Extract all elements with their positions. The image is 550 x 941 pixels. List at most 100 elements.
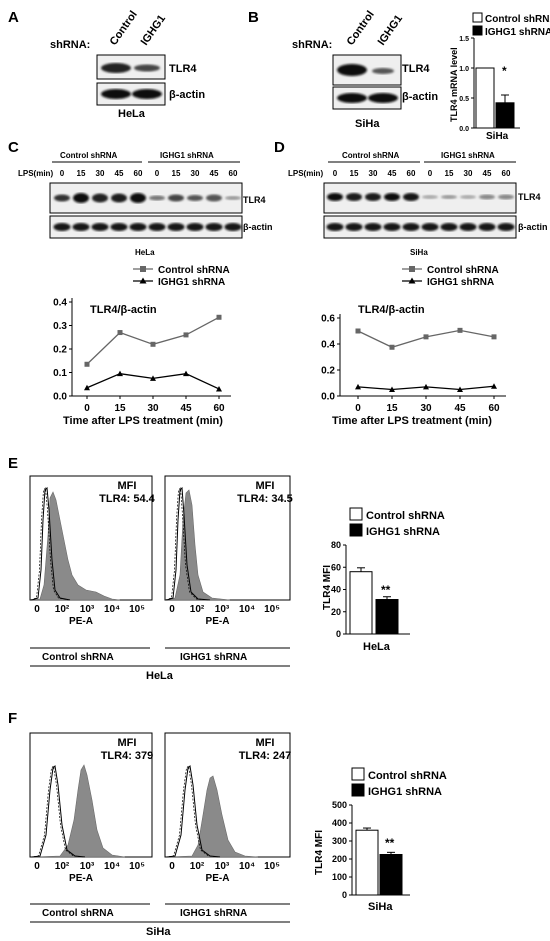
band-tlr4-d-9 [498, 194, 514, 200]
line-chart-d: Control shRNA IGHG1 shRNA TLR4/β-actin 0… [321, 265, 506, 427]
point-c-1-0 [84, 384, 90, 391]
legend-swatch-ighg1-e [349, 523, 363, 537]
band-tlr4-c-4 [130, 193, 146, 203]
lane-label-ighg1-a: IGHG1 [139, 13, 168, 48]
point-c-1-2 [150, 375, 156, 381]
significance-f: ** [385, 836, 395, 850]
ytick-label-b-0: 0.0 [459, 126, 469, 133]
ytick-label-f-2: 200 [332, 854, 347, 864]
ytick-label-f-0: 0 [342, 890, 347, 900]
mfi-label-e0: MFI [118, 480, 137, 492]
legend-swatch-ighg1-f [351, 783, 365, 797]
axis-xlabel-c: Time after LPS treatment (min) [63, 415, 223, 427]
lps-label-d: LPS(min) [288, 169, 323, 178]
band-label-actin-a: β-actin [169, 89, 205, 101]
lane-label-ighg1-b: IGHG1 [376, 13, 405, 48]
flow-xtick-e1-1: 10² [190, 604, 205, 615]
series-line-c-0 [86, 316, 220, 365]
band-tlr4-d-5 [422, 195, 438, 199]
flow-xtick-f1-4: 10⁵ [264, 861, 280, 872]
point-d-0-1 [389, 344, 395, 350]
blot-frame-actin-d [323, 215, 517, 239]
legend-label-ighg1-d: IGHG1 shRNA [427, 277, 494, 288]
flow-xtick-f1-1: 10² [190, 861, 205, 872]
bars-f [355, 827, 403, 896]
band-actin-d-2 [364, 223, 382, 231]
bar-e-0 [349, 571, 373, 635]
panel-letter-f: F [8, 710, 17, 727]
timepoint-c-3: 45 [115, 169, 124, 178]
group-label-ighg1-d: IGHG1 shRNA [441, 151, 495, 160]
flow-xtick-f0-2: 10³ [80, 861, 95, 872]
flow-xlabel-e0: PE-A [69, 616, 93, 627]
legend-b: Control shRNA IGHG1 shRNA [472, 12, 550, 38]
bar-chart-f: Control shRNA IGHG1 shRNA TLR4 MFI 0 100 2… [314, 767, 447, 913]
point-c-1-3 [183, 370, 189, 377]
blot-band-tlr4-control-a [101, 63, 131, 73]
timepoint-c-7: 30 [191, 169, 200, 178]
band-actin-c-5 [148, 223, 166, 231]
band-label-tlr4-d: TLR4 [518, 192, 541, 202]
yticks-f: 0 100 200 300 400 500 [332, 800, 352, 900]
flow-xtick-e1-2: 10³ [215, 604, 230, 615]
axis-xlabel-b: SiHa [486, 131, 509, 142]
legend-label-ighg1-e: IGHG1 shRNA [366, 526, 440, 538]
ytick-label-e-0: 0 [336, 629, 341, 639]
timepoint-d-7: 30 [464, 169, 473, 178]
cell-line-a: HeLa [118, 108, 146, 120]
timepoint-labels-c: 0 15 30 45 60 0 15 30 45 60 [60, 169, 238, 178]
blot-band-actin-ighg1-a [132, 89, 162, 99]
panel-a: A shRNA: Control IGHG1 TLR4 β-actin HeLa [8, 9, 205, 120]
ytick-label-d-1: 0.2 [321, 366, 335, 377]
timepoint-d-8: 45 [483, 169, 492, 178]
legend-marker-control-d [409, 266, 415, 272]
flow-xtick-e1-3: 10⁴ [239, 604, 255, 615]
point-c-0-4 [216, 314, 222, 320]
flow-isotype-dash-e1 [165, 487, 209, 601]
band-tlr4-d-8 [479, 194, 495, 200]
legend-label-control-f: Control shRNA [368, 770, 447, 782]
ytick-label-d-3: 0.6 [321, 314, 335, 325]
band-tlr4-d-2 [365, 193, 381, 201]
band-actin-c-6 [167, 223, 185, 231]
point-d-1-3 [457, 386, 463, 392]
xtick-label-c-0: 0 [84, 403, 90, 414]
band-tlr4-c-1 [73, 193, 89, 203]
panel-letter-b: B [248, 9, 259, 26]
significance-e: ** [381, 583, 391, 597]
flow-isotype-e0 [31, 486, 71, 601]
band-actin-d-8 [478, 223, 496, 231]
point-d-0-2 [423, 334, 429, 340]
timepoint-c-9: 60 [229, 169, 238, 178]
legend-marker-ighg1-d [408, 277, 416, 284]
panel-b: B shRNA: Control IGHG1 TLR4 β-actin SiHa… [248, 9, 550, 142]
band-actin-c-0 [53, 223, 71, 231]
band-actin-c-8 [205, 223, 223, 231]
mfi-value-f1: TLR4: 247 [239, 750, 292, 762]
flow-xtick-f1-2: 10³ [215, 861, 230, 872]
significance-b: * [502, 64, 507, 78]
legend-label-control-c: Control shRNA [158, 265, 230, 276]
band-actin-c-4 [129, 223, 147, 231]
band-tlr4-c-3 [111, 193, 127, 203]
ytick-label-d-2: 0.4 [321, 340, 335, 351]
band-label-actin-c: β-actin [243, 222, 273, 232]
blot-band-actin-control-b [337, 93, 367, 103]
band-tlr4-c-0 [54, 194, 70, 202]
flow-stained-f1 [166, 775, 259, 858]
point-d-1-0 [355, 383, 361, 390]
legend-label-ighg1-c: IGHG1 shRNA [158, 277, 225, 288]
panel-letter-a: A [8, 9, 19, 26]
chart-title-c: TLR4/β-actin [90, 304, 157, 316]
blot-band-tlr4-ighg1-a [134, 64, 160, 72]
band-actin-d-7 [459, 223, 477, 231]
blot-bands-tlr4-d [327, 193, 514, 201]
panel-c: C Control shRNA IGHG1 shRNA LPS(min) 0 15… [8, 139, 273, 427]
band-actin-d-1 [345, 223, 363, 231]
point-d-1-1 [389, 386, 395, 392]
ytick-label-b-2: 1.0 [459, 66, 469, 73]
timepoint-c-2: 30 [96, 169, 105, 178]
point-c-0-1 [117, 330, 123, 336]
